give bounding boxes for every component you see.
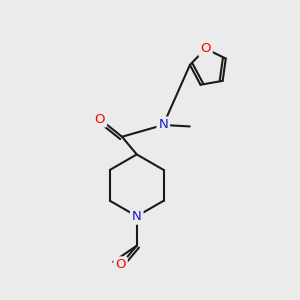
Text: N: N: [158, 118, 168, 131]
Text: O: O: [200, 42, 211, 55]
Text: O: O: [115, 258, 126, 271]
Text: N: N: [132, 210, 142, 223]
Text: O: O: [95, 112, 105, 126]
